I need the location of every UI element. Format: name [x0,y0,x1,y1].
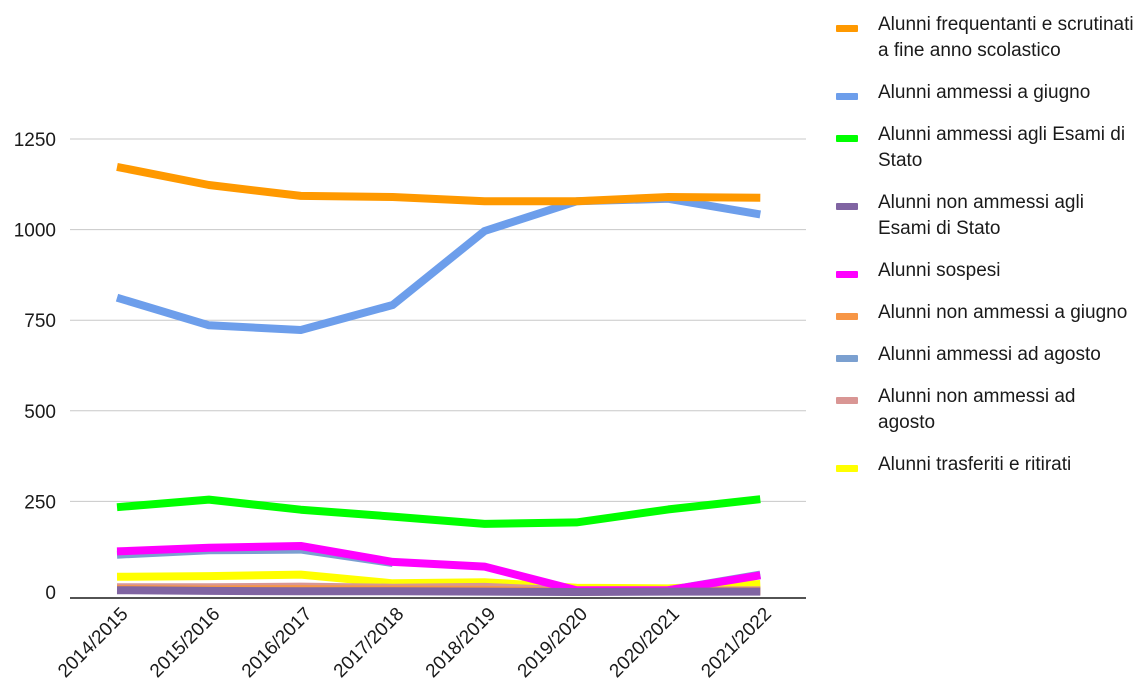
series-lines [115,162,761,596]
y-tick-label: 500 [24,402,56,423]
y-tick-label: 1250 [14,130,56,151]
x-axis-tick-labels: 2014/2015 2015/2016 2016/2017 2017/2018 2018… [54,604,776,682]
legend-label: Alunni non ammessi agli Esami di Stato [878,192,1084,239]
x-tick-label: 2014/2015 [54,604,132,682]
legend-item-alunni-non-ammessi-a-giugno: Alunni non ammessi a giugno [836,300,1136,326]
legend-label: Alunni trasferiti e ritirati [878,454,1072,475]
legend-label: Alunni ammessi a giugno [878,82,1091,103]
x-tick-label: 2016/2017 [238,604,316,682]
legend-swatch [836,135,858,142]
legend-swatch [836,271,858,278]
series-line-alunni-non-ammessi-agli-esami-di-stato [116,586,761,596]
y-axis-tick-labels: 0 250 500 750 1000 1250 [14,130,56,604]
x-tick-label: 2015/2016 [146,604,224,682]
legend-swatch [836,203,858,210]
legend-swatch [836,313,858,320]
legend-swatch [836,465,858,472]
legend-label: Alunni sospesi [878,260,1001,281]
y-tick-label: 1000 [14,221,56,242]
series-line-alunni-frequentanti-e-scrutinati-a-fine-anno-scolastico [116,162,761,206]
legend-label: Alunni frequentanti e scrutinati a fine … [878,14,1134,61]
legend-item-alunni-frequentanti-e-scrutinati-a-fine-anno-scolastico: Alunni frequentanti e scrutinati a fine … [836,12,1136,64]
x-tick-label: 2019/2020 [514,604,592,682]
legend-item-alunni-trasferiti-e-ritirati: Alunni trasferiti e ritirati [836,452,1136,478]
y-tick-label: 750 [24,311,56,332]
series-line-alunni-ammessi-agli-esami-di-stato [116,495,761,528]
legend-item-alunni-ammessi-agli-esami-di-stato: Alunni ammessi agli Esami di Stato [836,122,1136,174]
y-tick-label: 250 [24,492,56,513]
legend-swatch [836,93,858,100]
y-tick-label: 0 [45,583,56,604]
series-line-alunni-ammessi-a-giugno [115,194,761,334]
x-tick-label: 2017/2018 [330,604,408,682]
legend-label: Alunni ammessi agli Esami di Stato [878,124,1126,171]
x-tick-label: 2021/2022 [697,604,775,682]
legend-label: Alunni ammessi ad agosto [878,344,1101,365]
legend-swatch [836,355,858,362]
legend-item-alunni-non-ammessi-agli-esami-di-stato: Alunni non ammessi agli Esami di Stato [836,190,1136,242]
legend-item-alunni-ammessi-a-giugno: Alunni ammessi a giugno [836,80,1136,106]
x-tick-label: 2020/2021 [606,604,684,682]
legend-item-alunni-non-ammessi-ad-agosto: Alunni non ammessi ad agosto [836,384,1136,436]
legend-item-alunni-ammessi-ad-agosto: Alunni ammessi ad agosto [836,342,1136,368]
legend-label: Alunni non ammessi a giugno [878,302,1128,323]
legend-item-alunni-sospesi: Alunni sospesi [836,258,1136,284]
legend-swatch [836,25,858,32]
legend: Alunni frequentanti e scrutinati a fine … [836,12,1136,478]
legend-label: Alunni non ammessi ad agosto [878,386,1076,433]
x-tick-label: 2018/2019 [422,604,500,682]
legend-swatch [836,397,858,404]
